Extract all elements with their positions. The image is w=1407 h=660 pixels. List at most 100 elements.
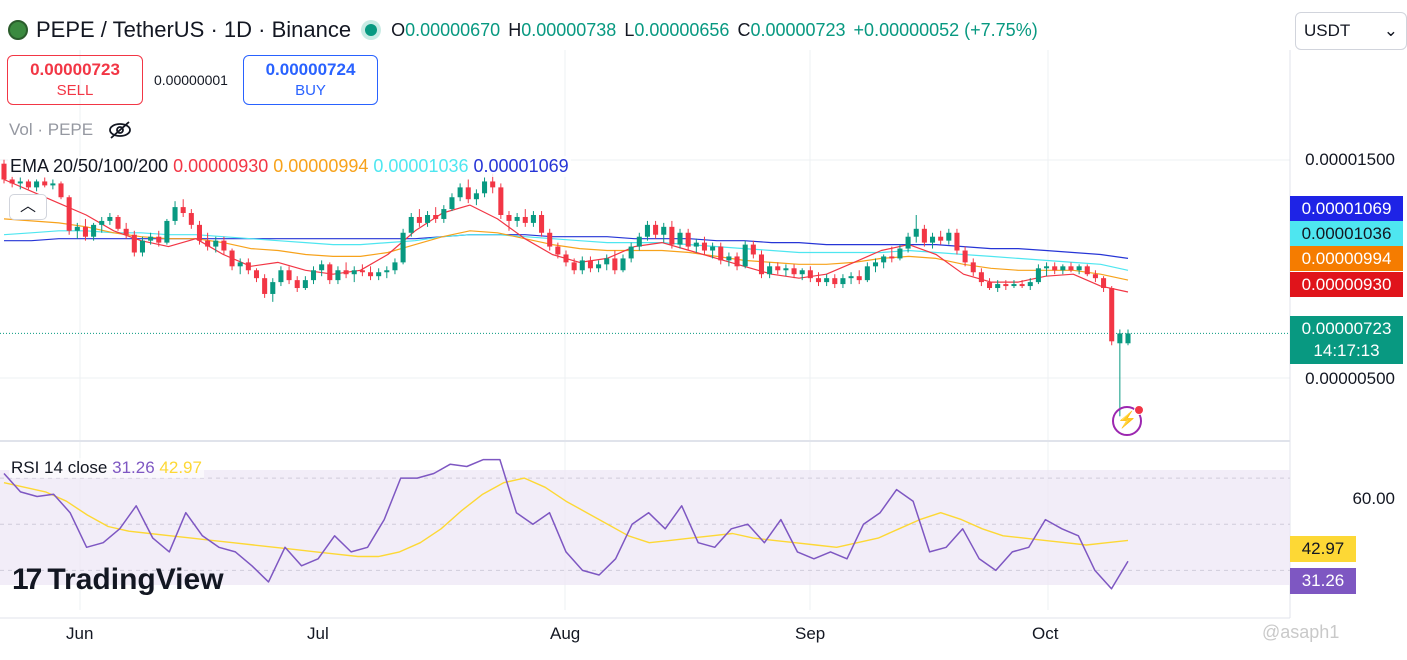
candle-body bbox=[832, 278, 838, 285]
candle-body bbox=[490, 181, 496, 188]
ema100-price-tag: 0.00001036 bbox=[1290, 221, 1403, 246]
candle-body bbox=[693, 242, 699, 247]
candle-body bbox=[335, 270, 341, 281]
candle-body bbox=[669, 226, 675, 245]
candle-body bbox=[840, 278, 846, 285]
candle-body bbox=[156, 236, 162, 243]
ema50-value: 0.00000994 bbox=[273, 156, 369, 176]
current-price-tag: 0.00000723 14:17:13 bbox=[1290, 316, 1403, 364]
pepe-coin-icon bbox=[8, 20, 28, 40]
open-value: O0.00000670 bbox=[391, 19, 501, 40]
rsi-value: 31.26 bbox=[112, 458, 155, 477]
candle-body bbox=[164, 220, 170, 243]
spread-value: 0.00000001 bbox=[154, 72, 228, 88]
eye-hidden-icon[interactable] bbox=[107, 120, 133, 140]
ema20-value: 0.00000930 bbox=[173, 156, 269, 176]
candle-body bbox=[465, 187, 471, 200]
candle-body bbox=[1, 163, 7, 180]
candle-body bbox=[938, 236, 944, 241]
candle-body bbox=[1044, 266, 1050, 269]
low-value: L0.00000656 bbox=[624, 19, 730, 40]
ema50-price-tag: 0.00000994 bbox=[1290, 246, 1403, 271]
candle-body bbox=[767, 266, 773, 275]
candle-body bbox=[758, 254, 765, 275]
rsi-scale-label: 60.00 bbox=[1352, 489, 1395, 508]
ema50-line bbox=[3, 218, 1129, 281]
candle-body bbox=[547, 232, 553, 247]
candle-body bbox=[530, 215, 536, 223]
candle-body bbox=[482, 181, 488, 194]
candle-body bbox=[644, 224, 650, 237]
rsi-band bbox=[0, 470, 1290, 585]
ema20-price-tag: 0.00000930 bbox=[1290, 272, 1403, 297]
candle-body bbox=[359, 270, 365, 273]
candle-body bbox=[710, 246, 716, 251]
ema-legend[interactable]: EMA 20/50/100/200 0.00000930 0.00000994 … bbox=[8, 156, 571, 177]
candle-body bbox=[539, 215, 545, 233]
candle-body bbox=[1076, 266, 1082, 271]
candle-body bbox=[661, 226, 667, 235]
candle-body bbox=[392, 262, 398, 271]
rsi-legend[interactable]: RSI 14 close 31.26 42.97 bbox=[9, 458, 204, 478]
ema200-value: 0.00001069 bbox=[473, 156, 569, 176]
candle-body bbox=[571, 262, 577, 271]
candle-body bbox=[824, 278, 830, 283]
lightning-alert-icon[interactable]: ⚡ bbox=[1112, 406, 1142, 436]
candle-body bbox=[17, 181, 23, 184]
time-axis-label: Jun bbox=[66, 624, 94, 643]
candle-body bbox=[872, 262, 879, 267]
candle-body bbox=[856, 276, 862, 281]
candle-body bbox=[1068, 266, 1074, 271]
candle-body bbox=[327, 264, 333, 281]
ema-lines bbox=[3, 178, 1129, 293]
candle-body bbox=[131, 234, 137, 253]
candle-body bbox=[1011, 284, 1017, 287]
tradingview-logo: 17 TradingView bbox=[12, 563, 224, 596]
candle-body bbox=[791, 268, 797, 275]
symbol-title[interactable]: PEPE / TetherUS · 1D · Binance bbox=[36, 17, 352, 42]
candle-body bbox=[310, 270, 317, 281]
candle-body bbox=[734, 256, 740, 267]
collapse-legend-button[interactable]: ︿ bbox=[9, 194, 47, 220]
candle-body bbox=[799, 270, 805, 275]
candle-body bbox=[213, 240, 219, 247]
candle-body bbox=[1052, 266, 1058, 271]
ema100-line bbox=[3, 230, 1129, 271]
candle-body bbox=[555, 246, 561, 255]
candle-body bbox=[807, 270, 813, 279]
candle-body bbox=[913, 228, 919, 237]
price-scale-label: 0.00000500 bbox=[1305, 369, 1395, 388]
candle-body bbox=[302, 280, 308, 289]
bar-countdown: 14:17:13 bbox=[1313, 341, 1380, 360]
candle-body bbox=[270, 282, 276, 294]
candle-body bbox=[897, 248, 903, 259]
notification-dot bbox=[1134, 405, 1144, 415]
candle-body bbox=[196, 224, 203, 241]
candle-body bbox=[978, 272, 984, 283]
market-open-icon bbox=[365, 24, 378, 36]
candle-body bbox=[921, 228, 927, 243]
candle-body bbox=[1035, 268, 1041, 283]
sell-button[interactable]: 0.00000723 SELL bbox=[7, 55, 143, 105]
legend-header: PEPE / TetherUS · 1D · Binance O0.000006… bbox=[8, 14, 1038, 46]
volume-legend[interactable]: Vol · PEPE bbox=[9, 120, 133, 140]
candle-body bbox=[506, 215, 512, 221]
rsi-ma-tag: 42.97 bbox=[1290, 536, 1356, 562]
quote-currency-select[interactable]: USDT ⌄ bbox=[1295, 12, 1407, 50]
candle-body bbox=[9, 179, 15, 184]
candle-body bbox=[1117, 333, 1123, 344]
candle-body bbox=[172, 207, 178, 221]
candle-body bbox=[1101, 278, 1107, 289]
candle-body bbox=[408, 216, 414, 233]
candle-body bbox=[742, 244, 748, 267]
candle-body bbox=[612, 258, 618, 271]
candle-body bbox=[253, 270, 260, 279]
candle-body bbox=[294, 280, 300, 289]
rsi-ma-value: 42.97 bbox=[159, 458, 202, 477]
candle-body bbox=[1003, 284, 1009, 287]
candle-body bbox=[628, 246, 634, 259]
rsi-ma-line bbox=[3, 477, 1129, 558]
candle-body bbox=[1060, 266, 1066, 271]
buy-button[interactable]: 0.00000724 BUY bbox=[243, 55, 378, 105]
